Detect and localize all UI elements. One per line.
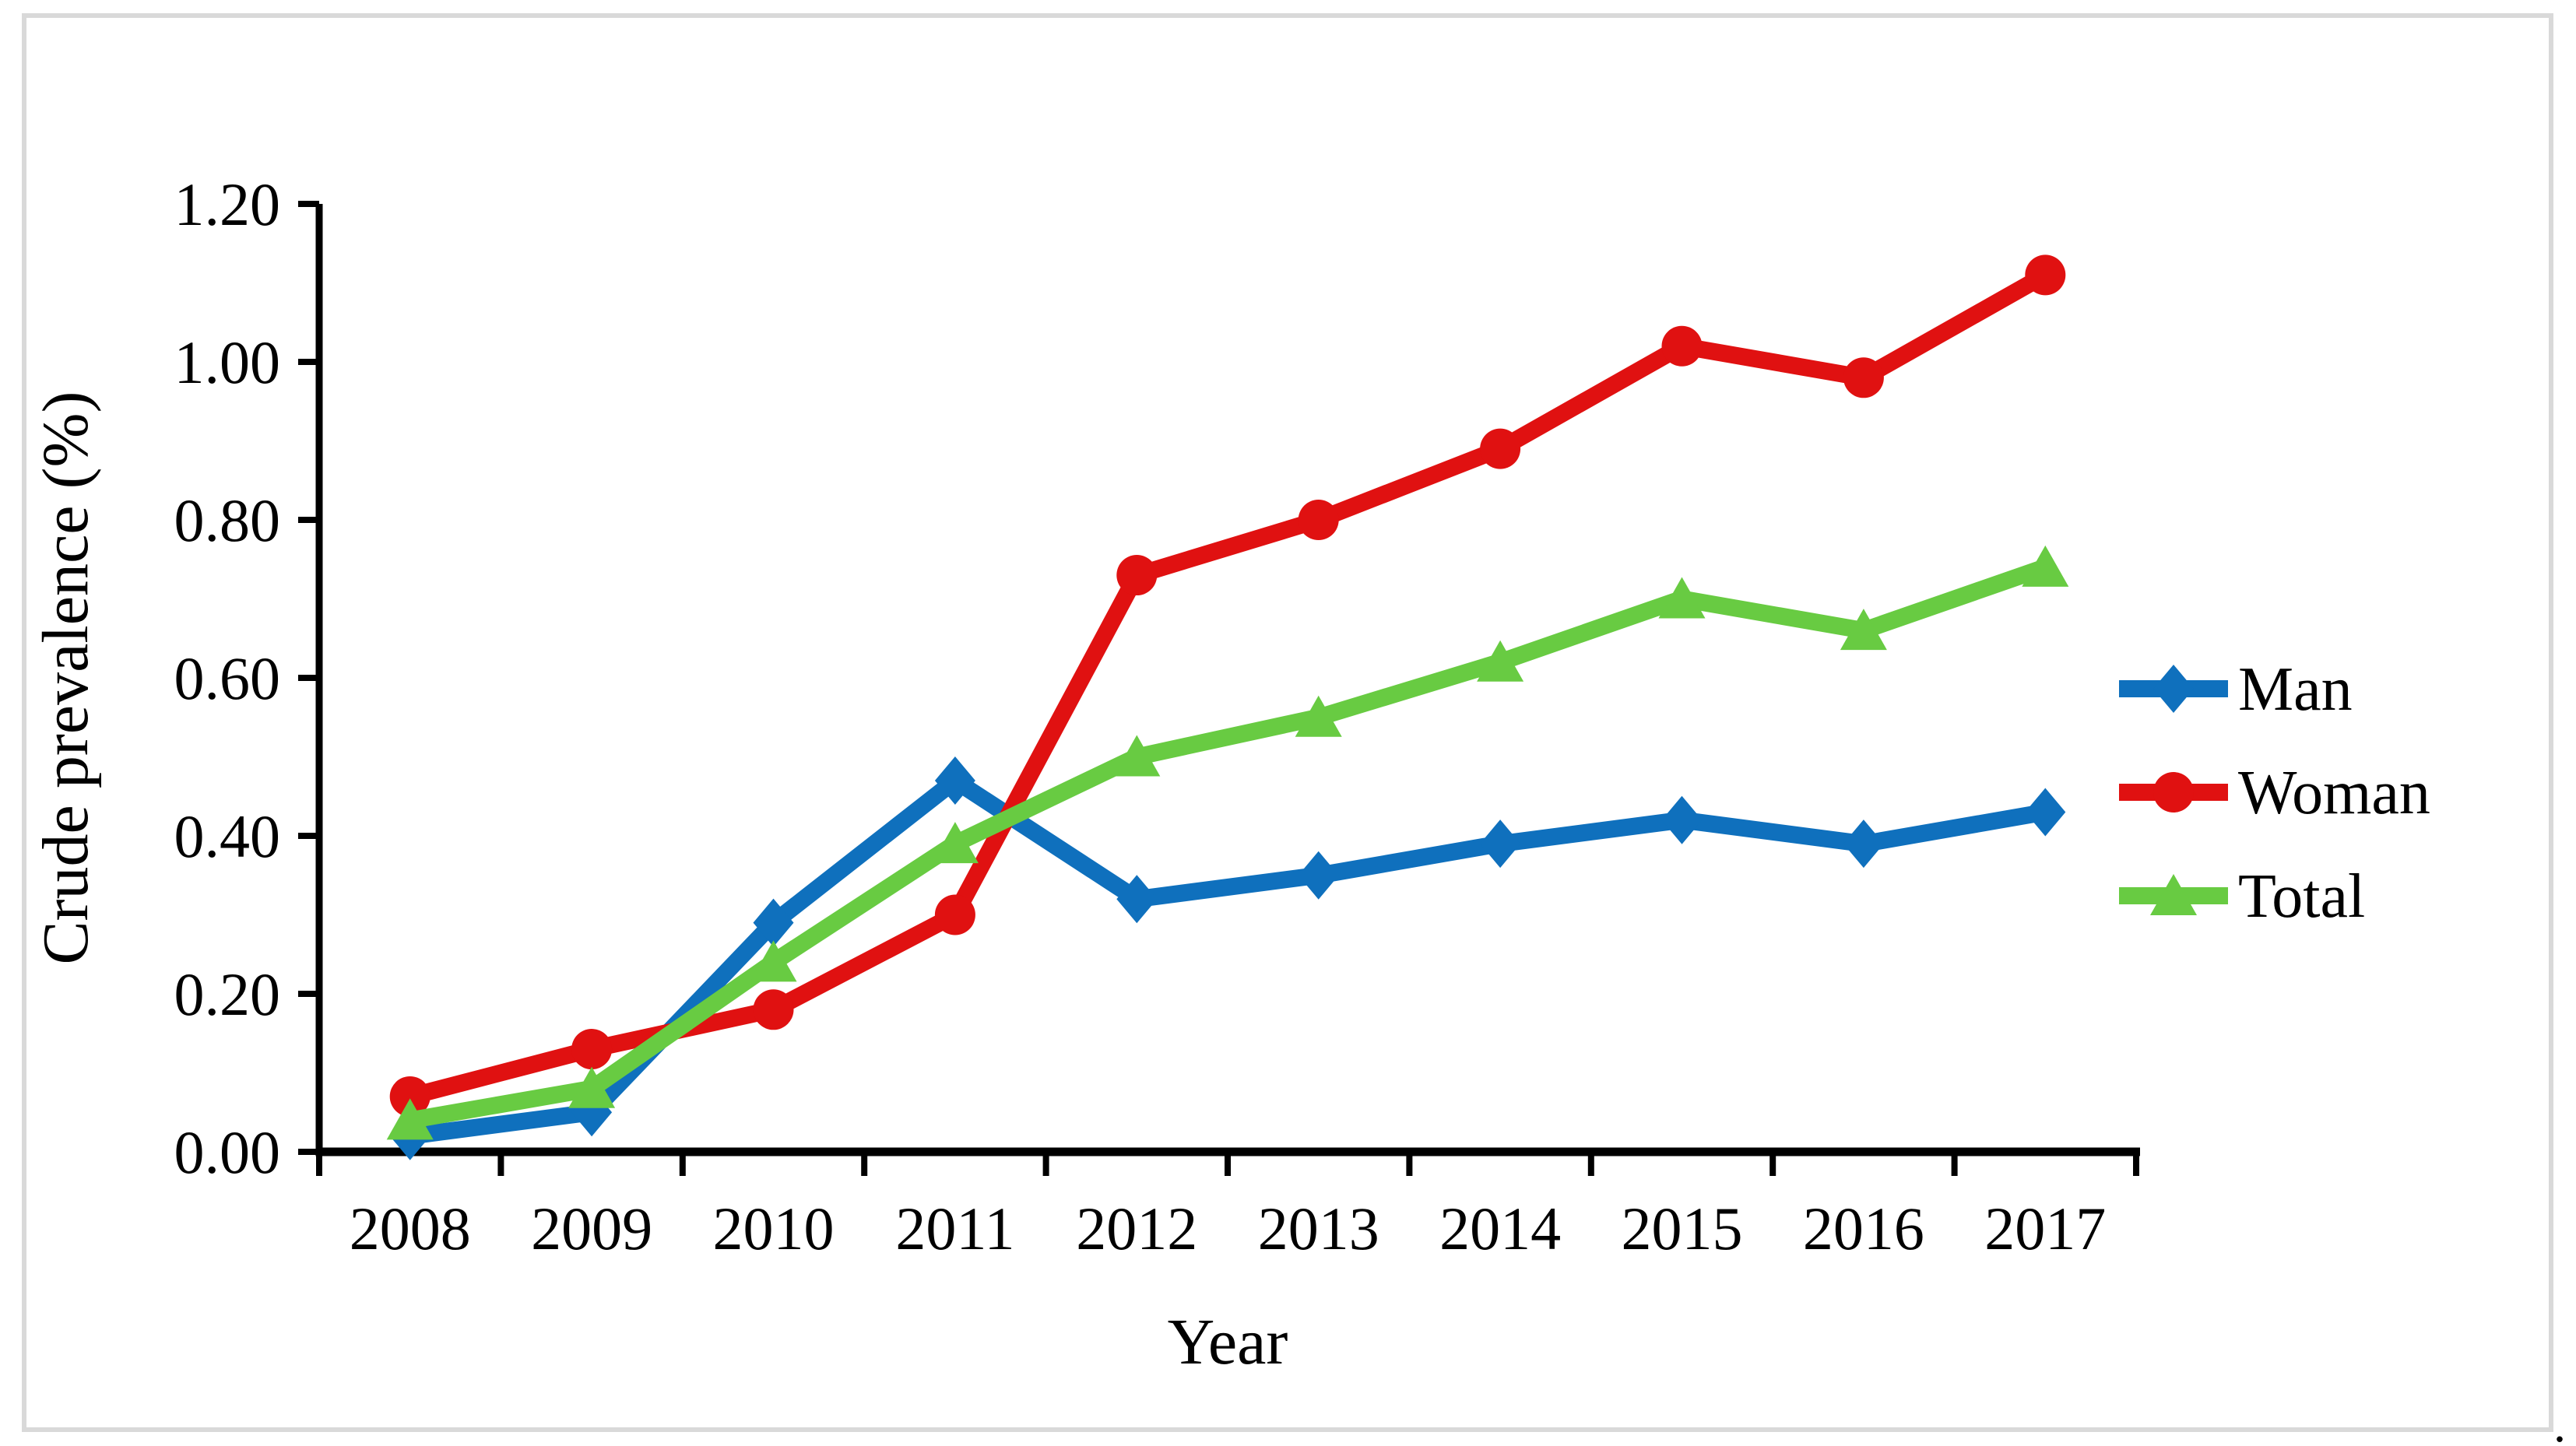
x-axis-title: Year xyxy=(1168,1306,1288,1378)
x-tick-label: 2015 xyxy=(1622,1195,1743,1262)
x-tick-label: 2016 xyxy=(1803,1195,1924,1262)
x-tick-label: 2017 xyxy=(1984,1195,2106,1262)
y-tick-label: 0.80 xyxy=(174,486,281,554)
series-marker-man-2012 xyxy=(1116,875,1158,924)
series-marker-woman-2011 xyxy=(934,894,975,935)
series-marker-woman-2014 xyxy=(1480,428,1521,469)
x-tick-label: 2011 xyxy=(895,1195,1014,1262)
series-marker-woman-2017 xyxy=(2025,254,2066,296)
series-marker-total-2010 xyxy=(750,940,797,982)
x-tick-label: 2014 xyxy=(1439,1195,1561,1262)
series-marker-woman-2015 xyxy=(1661,325,1703,367)
series-marker-man-2010 xyxy=(753,898,794,947)
legend-marker-woman xyxy=(2153,772,2194,812)
series-marker-woman-2009 xyxy=(571,1029,613,1070)
series-marker-total-2012 xyxy=(1113,735,1161,777)
series-marker-man-2011 xyxy=(934,756,975,805)
series-line-total xyxy=(408,559,2048,1129)
legend-marker-total xyxy=(2150,874,2197,915)
x-tick-label: 2008 xyxy=(350,1195,471,1262)
y-tick-label: 0.20 xyxy=(174,960,281,1028)
series-marker-woman-2012 xyxy=(1116,555,1158,596)
series-marker-total-2016 xyxy=(1840,609,1887,651)
series-marker-total-2015 xyxy=(1658,577,1706,619)
series-marker-total-2013 xyxy=(1295,695,1342,737)
series-marker-total-2011 xyxy=(931,822,979,864)
series-marker-total-2008 xyxy=(386,1098,434,1140)
figure-border xyxy=(22,13,2553,1432)
x-tick-label: 2009 xyxy=(531,1195,652,1262)
footnote-dot: . xyxy=(2553,1397,2566,1446)
x-tick-label: 2012 xyxy=(1076,1195,1197,1262)
legend-marker-man xyxy=(2153,665,2194,713)
y-tick-label: 1.00 xyxy=(174,328,281,396)
series-marker-total-2014 xyxy=(1477,640,1524,682)
legend-label-woman: Woman xyxy=(2238,759,2430,827)
legend-label-total: Total xyxy=(2238,862,2365,931)
series-marker-woman-2016 xyxy=(1843,357,1884,398)
series-marker-man-2016 xyxy=(1843,820,1884,869)
series-marker-man-2017 xyxy=(2025,788,2066,837)
series-marker-total-2009 xyxy=(568,1066,616,1108)
series-marker-woman-2013 xyxy=(1298,500,1339,540)
y-axis-title: Crude prevalence (%) xyxy=(30,391,102,965)
series-marker-woman-2008 xyxy=(389,1076,431,1117)
series-marker-total-2017 xyxy=(2022,545,2069,587)
y-tick-label: 1.20 xyxy=(174,170,281,238)
x-tick-label: 2010 xyxy=(713,1195,835,1262)
y-tick-label: 0.00 xyxy=(174,1118,281,1186)
x-tick-label: 2013 xyxy=(1258,1195,1379,1262)
series-marker-man-2014 xyxy=(1480,820,1521,869)
series-marker-man-2015 xyxy=(1661,795,1703,844)
y-tick-label: 0.40 xyxy=(174,802,281,870)
series-marker-woman-2010 xyxy=(753,989,794,1030)
legend-label-man: Man xyxy=(2238,655,2353,724)
series-marker-man-2013 xyxy=(1298,851,1339,900)
y-tick-label: 0.60 xyxy=(174,644,281,712)
